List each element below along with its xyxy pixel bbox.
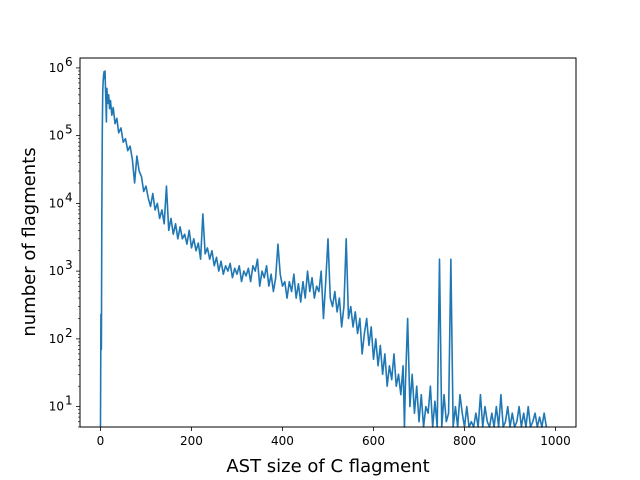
y-tick-exponent: 5 — [65, 123, 73, 137]
y-tick-exponent: 3 — [65, 258, 73, 272]
y-tick-exponent: 2 — [65, 326, 73, 340]
x-tick-label: 800 — [453, 434, 476, 448]
x-axis-label: AST size of C flagment — [226, 456, 429, 477]
x-tick-label: 200 — [180, 434, 203, 448]
y-tick-label: 10 — [49, 264, 64, 278]
plot-frame — [79, 57, 577, 428]
y-tick-label: 10 — [49, 400, 64, 414]
y-tick-exponent: 6 — [65, 55, 73, 69]
x-tick-label: 1000 — [540, 434, 571, 448]
series-line — [99, 70, 548, 428]
y-tick-label: 10 — [49, 332, 64, 346]
x-tick-label: 600 — [362, 434, 385, 448]
x-axis-ticks: 0 200 400 600 800 1000 — [97, 427, 571, 448]
series-layer — [99, 70, 548, 428]
x-tick-label: 0 — [97, 434, 105, 448]
y-tick-label: 10 — [49, 196, 64, 210]
y-tick-label: 10 — [49, 129, 64, 143]
y-tick-exponent: 1 — [65, 394, 73, 408]
y-tick-exponent: 4 — [65, 190, 73, 204]
x-tick-label: 400 — [271, 434, 294, 448]
y-axis-label: number of flagments — [19, 147, 40, 336]
y-tick-label: 10 — [49, 61, 64, 75]
